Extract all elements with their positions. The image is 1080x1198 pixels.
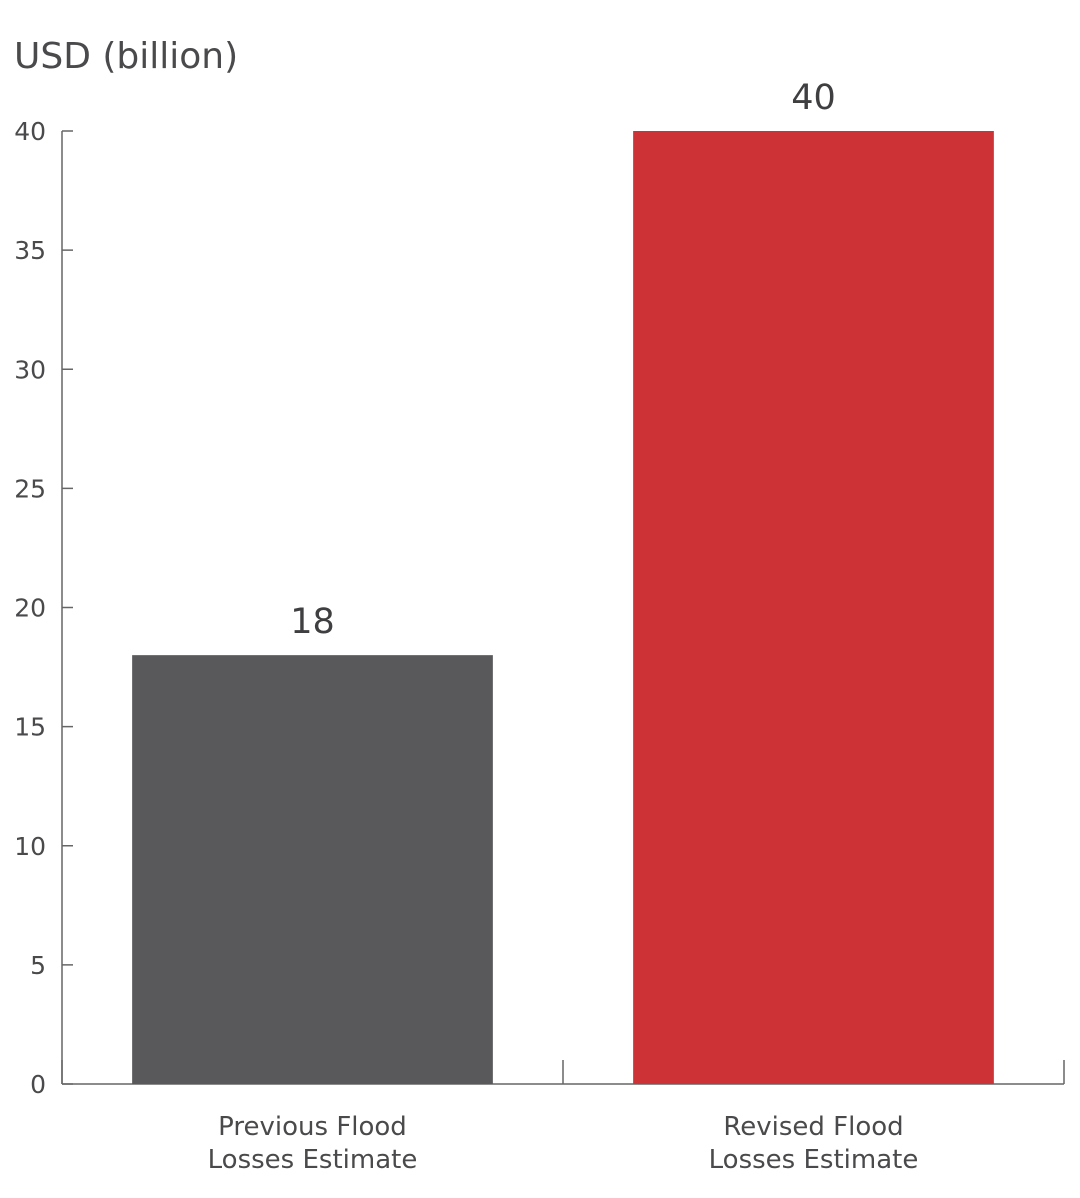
y-tick-label: 40 — [14, 117, 46, 146]
data-label: 40 — [791, 78, 836, 118]
data-label: 18 — [290, 602, 335, 642]
category-label-line: Losses Estimate — [709, 1145, 919, 1175]
bar — [132, 655, 493, 1084]
y-tick-label: 30 — [14, 355, 46, 384]
y-tick-label: 35 — [14, 236, 46, 265]
category-label: Previous Flood Losses Estimate — [208, 1112, 418, 1175]
category-label-line: Revised Flood — [723, 1112, 903, 1142]
bar — [633, 131, 994, 1084]
category-label-line: Previous Flood — [218, 1112, 407, 1142]
y-axis: 0 5 10 15 20 25 30 35 40 — [14, 117, 73, 1099]
category-label-line: Losses Estimate — [208, 1145, 418, 1175]
category-label: Revised Flood Losses Estimate — [709, 1112, 919, 1175]
y-tick-label: 20 — [14, 594, 46, 623]
y-tick-label: 25 — [14, 474, 46, 503]
y-axis-unit-label: USD (billion) — [14, 36, 238, 77]
y-tick-label: 10 — [14, 832, 46, 861]
y-tick-label: 0 — [30, 1070, 46, 1099]
y-tick-label: 5 — [30, 951, 46, 980]
y-tick-label: 15 — [14, 713, 46, 742]
bars — [132, 131, 994, 1084]
